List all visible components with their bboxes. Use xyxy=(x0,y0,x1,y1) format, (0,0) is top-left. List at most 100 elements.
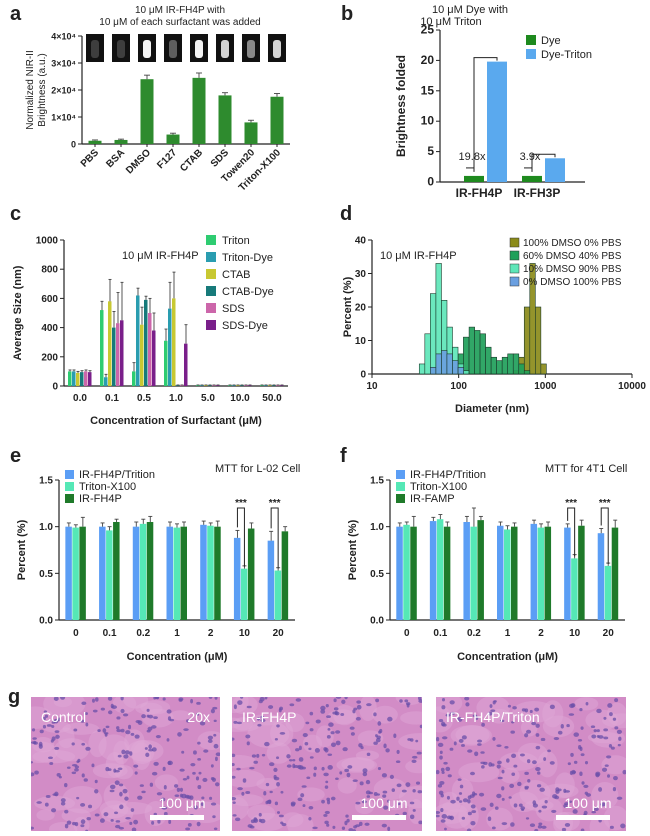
tissue-texture xyxy=(458,762,500,783)
cell-nucleus xyxy=(487,711,493,716)
cell-nucleus xyxy=(332,825,336,829)
cell-nucleus xyxy=(563,788,567,794)
cell-nucleus xyxy=(346,818,350,823)
cell-nucleus xyxy=(163,785,167,790)
cell-nucleus xyxy=(613,776,618,781)
histogram-bar xyxy=(485,346,492,375)
cell-nucleus xyxy=(91,763,95,768)
cell-nucleus xyxy=(603,728,609,732)
bar-ir-famp xyxy=(611,527,619,620)
y-tick-label: 200 xyxy=(41,352,58,363)
tissue-texture xyxy=(170,710,191,721)
cell-nucleus xyxy=(193,805,198,810)
cell-nucleus xyxy=(181,750,185,754)
cell-nucleus xyxy=(557,730,563,735)
cell-nucleus xyxy=(501,786,505,791)
cell-nucleus xyxy=(591,810,597,814)
cell-nucleus xyxy=(415,781,421,785)
legend-label: IR-FAMP xyxy=(410,493,455,505)
cell-nucleus xyxy=(360,745,364,750)
cell-nucleus xyxy=(198,771,202,775)
cell-nucleus xyxy=(496,793,502,799)
cell-nucleus xyxy=(385,748,390,753)
cell-nucleus xyxy=(190,762,196,767)
cell-nucleus xyxy=(45,795,51,798)
cell-nucleus xyxy=(365,790,371,795)
cell-nucleus xyxy=(441,814,448,819)
y-tick-label: 0 xyxy=(52,382,58,393)
bar-triton-dye xyxy=(168,308,172,386)
y-tick-label: 800 xyxy=(41,265,58,276)
inset-vial-glow xyxy=(169,40,177,58)
cell-nucleus xyxy=(366,752,371,757)
cell-nucleus xyxy=(232,775,236,779)
cell-nucleus xyxy=(441,705,446,710)
legend-label: SDS-Dye xyxy=(222,320,268,332)
cell-nucleus xyxy=(333,707,339,711)
cell-nucleus xyxy=(469,771,476,776)
cell-nucleus xyxy=(110,703,114,709)
cell-nucleus xyxy=(458,792,463,795)
bar-ctab-dye xyxy=(240,385,244,386)
cell-nucleus xyxy=(395,760,401,764)
cell-nucleus xyxy=(81,701,87,706)
bar-triton xyxy=(228,385,232,386)
bar-triton xyxy=(68,371,72,386)
cell-nucleus xyxy=(273,767,278,773)
cell-nucleus xyxy=(614,698,619,703)
cell-nucleus xyxy=(461,744,465,747)
tissue-texture xyxy=(57,727,75,749)
cell-nucleus xyxy=(114,811,119,815)
cell-nucleus xyxy=(416,751,422,755)
cell-nucleus xyxy=(617,743,621,747)
bar-triton xyxy=(196,385,200,386)
micrograph-label: IR-FH4P/Triton xyxy=(446,709,540,725)
cell-nucleus xyxy=(192,771,196,775)
panel-c-ylabel: Average Size (nm) xyxy=(12,265,24,360)
cell-nucleus xyxy=(212,706,218,710)
histogram-bar xyxy=(523,306,531,375)
cell-nucleus xyxy=(107,710,113,715)
cell-nucleus xyxy=(246,705,252,709)
cell-nucleus xyxy=(535,723,540,728)
cell-nucleus xyxy=(507,704,511,708)
cell-nucleus xyxy=(459,784,464,789)
cell-nucleus xyxy=(253,760,258,764)
tissue-texture xyxy=(232,717,253,731)
cell-nucleus xyxy=(129,821,133,826)
cell-nucleus xyxy=(209,796,213,800)
legend-label: IR-FH4P xyxy=(79,493,122,505)
cell-nucleus xyxy=(517,781,522,787)
cell-nucleus xyxy=(477,739,483,743)
cell-nucleus xyxy=(137,720,143,725)
cell-nucleus xyxy=(302,804,306,808)
legend-swatch xyxy=(65,482,74,491)
cell-nucleus xyxy=(375,698,380,703)
cell-nucleus xyxy=(366,703,372,707)
cell-nucleus xyxy=(197,784,202,790)
micrograph-label: Control xyxy=(41,709,86,725)
cell-nucleus xyxy=(97,729,101,732)
cell-nucleus xyxy=(113,768,117,773)
histogram-bar xyxy=(535,306,542,375)
cell-nucleus xyxy=(102,728,107,733)
x-tick-label: 0.1 xyxy=(103,628,117,639)
cell-nucleus xyxy=(256,753,260,758)
cell-nucleus xyxy=(145,752,150,758)
cell-nucleus xyxy=(157,819,161,824)
x-tick-label: 10000 xyxy=(618,381,646,392)
cell-nucleus xyxy=(328,722,334,727)
tissue-texture xyxy=(500,767,520,784)
x-tick-label: SDS xyxy=(209,147,232,170)
cell-nucleus xyxy=(66,766,71,769)
cell-nucleus xyxy=(411,759,417,763)
panel-b-title-line-2: 10 μM Triton xyxy=(420,16,481,28)
cell-nucleus xyxy=(200,802,204,807)
bar-bsa xyxy=(114,139,128,144)
tissue-texture xyxy=(232,754,257,769)
cell-nucleus xyxy=(55,734,60,739)
cell-nucleus xyxy=(162,766,166,771)
cell-nucleus xyxy=(153,761,159,766)
cell-nucleus xyxy=(125,817,131,820)
cell-nucleus xyxy=(543,757,547,761)
